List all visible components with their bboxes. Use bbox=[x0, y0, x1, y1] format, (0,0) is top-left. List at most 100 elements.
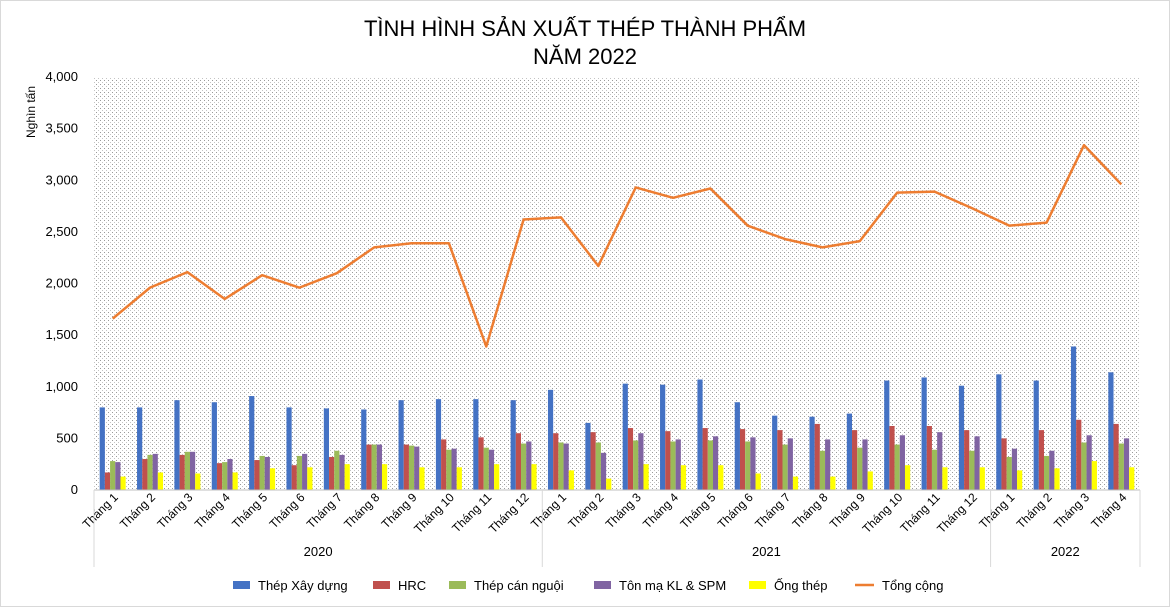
bar-4-23 bbox=[979, 467, 985, 490]
bar-2-5 bbox=[296, 455, 303, 490]
bar-0-17 bbox=[734, 402, 740, 490]
bar-2-19 bbox=[819, 450, 826, 490]
legend-swatch bbox=[233, 581, 250, 589]
bar-1-23 bbox=[964, 430, 970, 490]
bar-2-10 bbox=[483, 447, 489, 490]
bar-1-24 bbox=[1001, 438, 1007, 491]
bar-4-0 bbox=[120, 476, 126, 490]
x-tick-label: Tháng 3 bbox=[154, 490, 195, 531]
bar-1-22 bbox=[926, 425, 932, 490]
x-tick-label: Tháng 10 bbox=[860, 490, 906, 536]
bar-0-8 bbox=[398, 400, 404, 490]
x-tick-label: Tháng 4 bbox=[192, 490, 233, 531]
bar-4-5 bbox=[307, 467, 313, 490]
bar-2-12 bbox=[558, 442, 564, 490]
y-tick-label: 2,500 bbox=[45, 224, 78, 239]
bar-0-6 bbox=[323, 408, 330, 490]
bar-2-2 bbox=[184, 451, 190, 490]
bar-3-23 bbox=[974, 436, 980, 490]
bar-4-26 bbox=[1091, 461, 1097, 490]
x-tick-label: Tháng 4 bbox=[1088, 490, 1129, 531]
bar-2-8 bbox=[408, 445, 415, 490]
bar-1-11 bbox=[515, 433, 522, 490]
bar-1-4 bbox=[254, 460, 260, 490]
bar-4-8 bbox=[419, 467, 425, 490]
x-tick-label: Tháng 3 bbox=[1051, 490, 1092, 531]
legend-label: Tổng cộng bbox=[882, 578, 943, 593]
bar-1-1 bbox=[142, 459, 148, 490]
bar-2-23 bbox=[969, 450, 975, 490]
bar-2-17 bbox=[745, 441, 751, 490]
bar-3-6 bbox=[339, 454, 345, 490]
bar-0-4 bbox=[249, 396, 255, 490]
y-tick-label: 1,000 bbox=[45, 379, 78, 394]
bar-4-14 bbox=[643, 464, 649, 490]
bar-4-9 bbox=[456, 467, 462, 490]
y-axis-label: Nghìn tấn bbox=[24, 86, 38, 138]
legend-label: Ống thép bbox=[774, 578, 828, 593]
x-tick-label: Tháng 8 bbox=[790, 490, 831, 531]
bar-0-20 bbox=[846, 413, 853, 490]
bar-3-24 bbox=[1011, 448, 1018, 490]
bar-0-26 bbox=[1070, 346, 1077, 490]
bar-0-23 bbox=[958, 385, 965, 490]
legend-label: Thép cán nguội bbox=[474, 578, 564, 593]
bar-4-15 bbox=[680, 465, 687, 490]
x-tick-label: Tháng 1 bbox=[80, 490, 121, 531]
bar-3-22 bbox=[937, 432, 943, 490]
x-tick-label: Tháng 7 bbox=[752, 490, 793, 531]
bar-1-13 bbox=[590, 432, 596, 490]
bar-1-9 bbox=[441, 439, 447, 490]
x-tick-label: Tháng 12 bbox=[934, 490, 980, 536]
bar-4-17 bbox=[755, 473, 761, 490]
bar-2-24 bbox=[1006, 456, 1012, 490]
bar-0-24 bbox=[996, 374, 1002, 490]
bar-4-12 bbox=[568, 470, 574, 490]
legend-swatch bbox=[373, 581, 390, 589]
bar-1-14 bbox=[627, 428, 634, 490]
bar-0-18 bbox=[772, 415, 778, 490]
bar-4-1 bbox=[157, 472, 164, 490]
legend-swatch bbox=[594, 581, 611, 589]
bar-3-1 bbox=[152, 453, 158, 490]
bar-3-20 bbox=[862, 439, 868, 490]
x-tick-label: Tháng 1 bbox=[976, 490, 1017, 531]
chart-title: TÌNH HÌNH SẢN XUẤT THÉP THÀNH PHẨM bbox=[363, 16, 807, 41]
bar-4-19 bbox=[830, 476, 836, 490]
bar-3-27 bbox=[1123, 438, 1130, 491]
bar-1-25 bbox=[1038, 430, 1045, 490]
bar-1-17 bbox=[739, 429, 746, 490]
bar-2-18 bbox=[782, 444, 788, 490]
bar-2-11 bbox=[521, 443, 527, 490]
bar-2-7 bbox=[371, 444, 377, 490]
bar-0-19 bbox=[809, 416, 815, 490]
bar-1-19 bbox=[814, 423, 820, 490]
bar-3-13 bbox=[600, 452, 607, 490]
bar-4-21 bbox=[904, 465, 911, 490]
legend-label: Thép Xây dựng bbox=[258, 578, 348, 593]
bar-0-22 bbox=[921, 377, 927, 490]
bar-2-0 bbox=[110, 461, 116, 490]
bar-4-27 bbox=[1129, 467, 1135, 490]
bar-2-14 bbox=[633, 440, 639, 490]
bar-3-14 bbox=[638, 433, 644, 490]
bar-3-15 bbox=[675, 439, 681, 490]
line-layer bbox=[111, 143, 1123, 348]
y-tick-label: 3,500 bbox=[45, 121, 78, 136]
bar-4-13 bbox=[606, 478, 612, 490]
bar-1-2 bbox=[179, 454, 185, 490]
bar-2-13 bbox=[595, 442, 601, 490]
bar-1-12 bbox=[553, 433, 559, 490]
bar-0-0 bbox=[99, 407, 105, 490]
bar-4-20 bbox=[867, 471, 873, 490]
legend-label: HRC bbox=[398, 578, 426, 593]
x-tick-label: Tháng 6 bbox=[715, 490, 756, 531]
bar-2-4 bbox=[259, 455, 265, 490]
bar-1-0 bbox=[104, 472, 111, 490]
bar-3-21 bbox=[899, 435, 905, 490]
bar-3-16 bbox=[712, 436, 719, 490]
bar-1-18 bbox=[777, 430, 783, 490]
x-tick-label: Tháng 8 bbox=[341, 490, 382, 531]
